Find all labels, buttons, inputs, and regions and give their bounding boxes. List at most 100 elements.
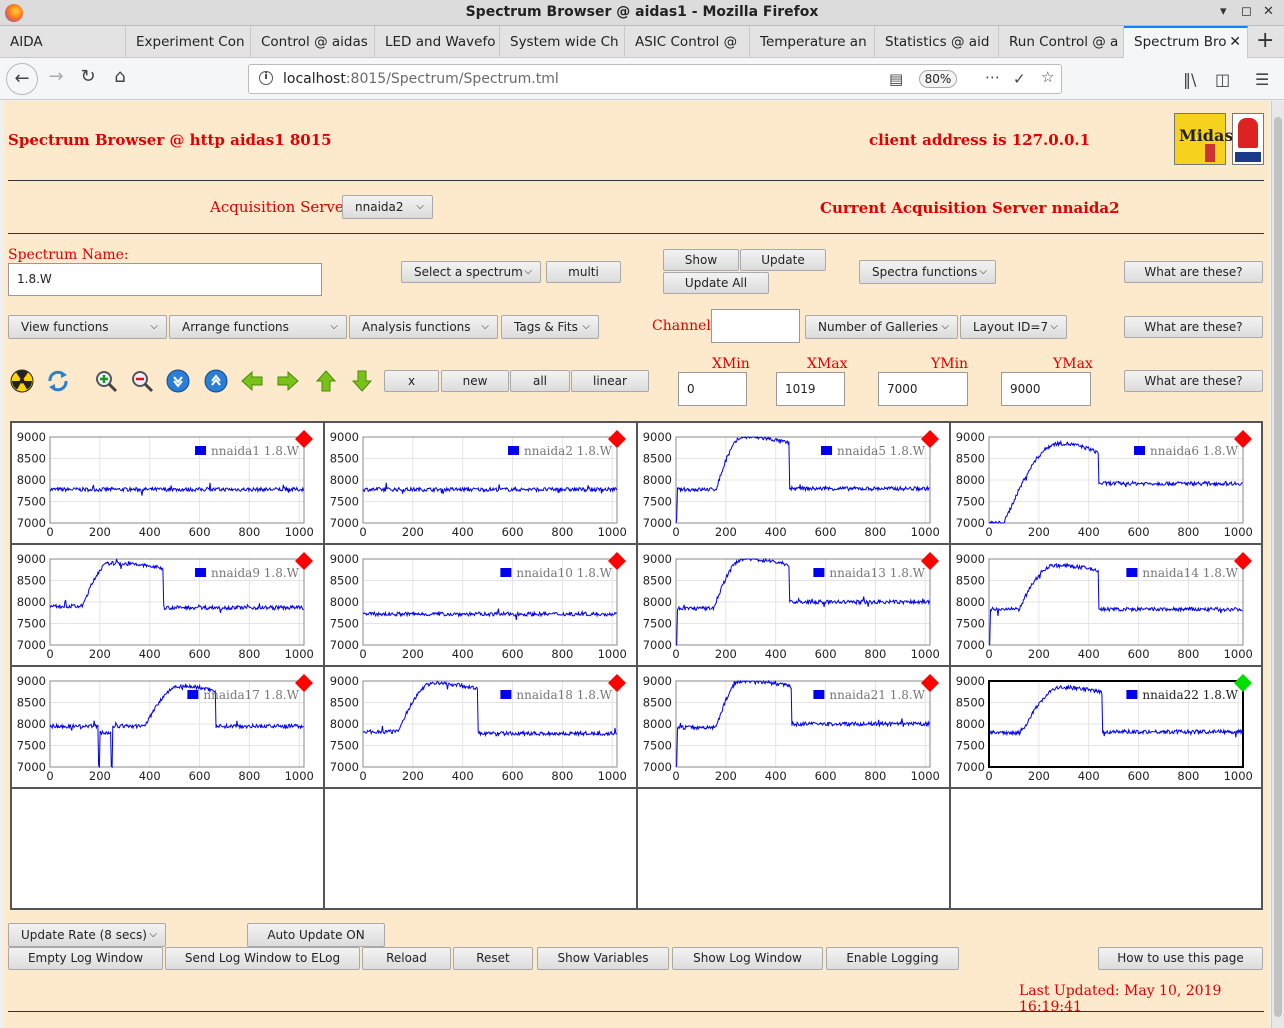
url-bar[interactable]: i localhost:8015/Spectrum/Spectrum.tml ▤…	[248, 64, 1062, 94]
acquisition-server-select[interactable]: nnaida2 ⌵	[342, 195, 433, 219]
status-indicator-icon[interactable]	[608, 552, 626, 570]
home-icon[interactable]: ⌂	[114, 66, 126, 87]
status-indicator-icon[interactable]	[1234, 552, 1252, 570]
update-button[interactable]: Update	[740, 249, 826, 271]
zoom-out-icon[interactable]	[130, 369, 154, 393]
status-indicator-icon[interactable]	[921, 674, 939, 692]
reader-view-icon[interactable]: ▤	[889, 70, 904, 88]
bookmark-star-icon[interactable]: ☆	[1041, 68, 1055, 86]
spectrum-panel[interactable]: 7000 7500 8000 8500 9000 0 200 400 600 800 1000 nna…	[637, 666, 950, 788]
minimize-icon[interactable]: ▾	[1220, 4, 1227, 19]
page-scrollbar[interactable]	[1271, 101, 1284, 1028]
new-tab-icon[interactable]: +	[1256, 28, 1275, 53]
site-info-icon[interactable]: i	[259, 71, 273, 85]
status-indicator-icon[interactable]	[295, 674, 313, 692]
close-tab-icon[interactable]: ✕	[1229, 34, 1241, 50]
tab-control[interactable]: Control @ aidas	[251, 26, 375, 58]
x-button[interactable]: x	[384, 370, 439, 392]
status-indicator-icon[interactable]	[608, 430, 626, 448]
status-indicator-icon[interactable]	[1234, 674, 1252, 692]
channel-input[interactable]	[711, 309, 800, 343]
tab-asic-control[interactable]: ASIC Control @	[625, 26, 750, 58]
reset-button[interactable]: Reset	[453, 947, 533, 970]
maximize-icon[interactable]: ◻	[1241, 4, 1252, 19]
spectrum-panel[interactable]: 7000 7500 8000 8500 9000 0 200 400 600 800 1000 nna…	[637, 544, 950, 666]
reload-icon[interactable]: ↻	[80, 66, 96, 87]
tab-experiment-control[interactable]: Experiment Con	[126, 26, 251, 58]
spectrum-panel[interactable]: 7000 7500 8000 8500 9000 0 200 400 600 800 1000 nna…	[11, 666, 324, 788]
reload-button[interactable]: Reload	[362, 947, 451, 970]
how-to-use-button[interactable]: How to use this page	[1098, 947, 1263, 970]
show-button[interactable]: Show	[663, 249, 739, 271]
all-button[interactable]: all	[510, 370, 570, 392]
new-button[interactable]: new	[441, 370, 509, 392]
layout-id-dropdown[interactable]: Layout ID=7 ⌵	[960, 315, 1067, 339]
radiation-icon[interactable]	[10, 369, 34, 393]
arrow-down-icon[interactable]	[350, 369, 374, 393]
show-variables-button[interactable]: Show Variables	[537, 947, 669, 970]
spectrum-name-input[interactable]: 1.8.W	[8, 263, 322, 296]
status-indicator-icon[interactable]	[921, 552, 939, 570]
linear-button[interactable]: linear	[571, 370, 649, 392]
pocket-icon[interactable]: ✓	[1013, 70, 1026, 88]
send-log-elog-button[interactable]: Send Log Window to ELog	[165, 947, 360, 970]
spectrum-panel[interactable]: 7000 7500 8000 8500 9000 0 200 400 600 800 1000 nna…	[11, 422, 324, 544]
analysis-functions-dropdown[interactable]: Analysis functions ⌵	[349, 315, 498, 339]
select-spectrum-dropdown[interactable]: Select a spectrum ⌵	[401, 261, 541, 283]
status-indicator-icon[interactable]	[1234, 430, 1252, 448]
xmin-input[interactable]: 0	[678, 372, 747, 406]
spectrum-panel[interactable]: 7000 7500 8000 8500 9000 0 200 400 600 800 1000 nna…	[950, 666, 1262, 788]
arrange-functions-dropdown[interactable]: Arrange functions ⌵	[169, 315, 347, 339]
tab-temperature[interactable]: Temperature an	[750, 26, 875, 58]
arrow-left-icon[interactable]	[240, 369, 264, 393]
sidebar-icon[interactable]: ◫	[1215, 70, 1231, 89]
arrow-up-icon[interactable]	[314, 369, 338, 393]
status-indicator-icon[interactable]	[295, 430, 313, 448]
tab-statistics[interactable]: Statistics @ aid	[875, 26, 999, 58]
number-of-galleries-dropdown[interactable]: Number of Galleries ⌵	[805, 315, 958, 339]
back-icon[interactable]: ←	[6, 63, 38, 95]
tab-run-control[interactable]: Run Control @ a	[999, 26, 1124, 58]
tab-system-wide[interactable]: System wide Ch	[500, 26, 625, 58]
close-window-icon[interactable]: ✕	[1263, 4, 1274, 19]
menu-icon[interactable]: ☰	[1255, 70, 1270, 89]
view-functions-dropdown[interactable]: View functions ⌵	[8, 315, 167, 339]
update-all-button[interactable]: Update All	[663, 272, 769, 294]
spectrum-panel[interactable]: 7000 7500 8000 8500 9000 0 200 400 600 800 1000 nna…	[324, 544, 637, 666]
refresh-icon[interactable]	[46, 369, 70, 393]
spectrum-panel[interactable]: 7000 7500 8000 8500 9000 0 200 400 600 800 1000 nna…	[324, 666, 637, 788]
spectrum-panel[interactable]: 7000 7500 8000 8500 9000 0 200 400 600 800 1000 nna…	[950, 422, 1262, 544]
what-are-these-button-3[interactable]: What are these?	[1124, 370, 1263, 392]
zoom-in-icon[interactable]	[94, 369, 118, 393]
multi-button[interactable]: multi	[546, 261, 621, 283]
status-indicator-icon[interactable]	[295, 552, 313, 570]
expand-down-icon[interactable]	[166, 369, 190, 393]
empty-log-window-button[interactable]: Empty Log Window	[8, 947, 163, 970]
spectra-functions-dropdown[interactable]: Spectra functions ⌵	[859, 260, 996, 284]
xmax-input[interactable]: 1019	[776, 372, 845, 406]
update-rate-dropdown[interactable]: Update Rate (8 secs) ⌵	[8, 923, 166, 947]
expand-up-icon[interactable]	[204, 369, 228, 393]
tags-fits-dropdown[interactable]: Tags & Fits ⌵	[501, 315, 599, 339]
tab-spectrum-browser[interactable]: Spectrum Bro ✕	[1124, 26, 1248, 58]
show-log-window-button[interactable]: Show Log Window	[672, 947, 823, 970]
spectrum-panel[interactable]: 7000 7500 8000 8500 9000 0 200 400 600 800 1000 nna…	[637, 422, 950, 544]
zoom-level-badge[interactable]: 80%	[919, 70, 957, 88]
ymin-input[interactable]: 7000	[878, 372, 968, 406]
what-are-these-button-2[interactable]: What are these?	[1124, 316, 1263, 338]
page-actions-icon[interactable]: ⋯	[985, 68, 1000, 86]
spectrum-panel[interactable]: 7000 7500 8000 8500 9000 0 200 400 600 800 1000 nna…	[950, 544, 1262, 666]
arrow-right-icon[interactable]	[276, 369, 300, 393]
scrollbar-thumb[interactable]	[1274, 117, 1282, 1017]
status-indicator-icon[interactable]	[608, 674, 626, 692]
enable-logging-button[interactable]: Enable Logging	[826, 947, 959, 970]
auto-update-button[interactable]: Auto Update ON	[247, 923, 385, 947]
status-indicator-icon[interactable]	[921, 430, 939, 448]
spectrum-panel[interactable]: 7000 7500 8000 8500 9000 0 200 400 600 800 1000 nna…	[324, 422, 637, 544]
what-are-these-button-1[interactable]: What are these?	[1124, 261, 1263, 283]
forward-icon[interactable]: →	[48, 66, 64, 87]
ymax-input[interactable]: 9000	[1001, 372, 1091, 406]
library-icon[interactable]: ‖\	[1183, 70, 1197, 89]
spectrum-panel[interactable]: 7000 7500 8000 8500 9000 0 200 400 600 800 1000 nna…	[11, 544, 324, 666]
tab-aida[interactable]: AIDA	[0, 26, 126, 58]
